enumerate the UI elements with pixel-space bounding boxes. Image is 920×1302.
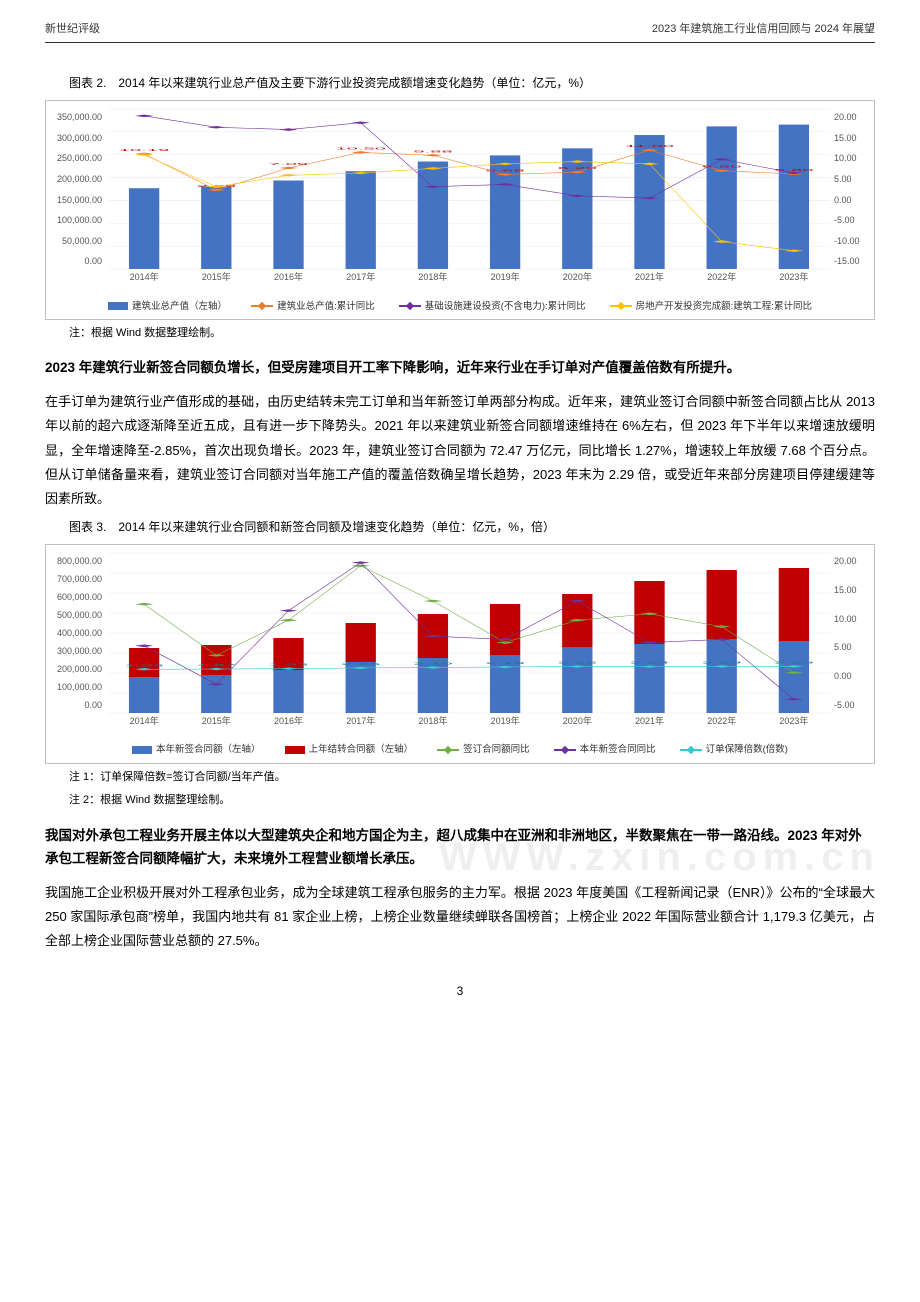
svg-text:2.26: 2.26 bbox=[558, 661, 597, 664]
chart2-plot-area: 350,000.00300,000.00250,000.00200,000.00… bbox=[50, 109, 870, 269]
svg-text:5.68: 5.68 bbox=[485, 170, 524, 173]
header-left: 新世纪评级 bbox=[45, 20, 100, 40]
svg-text:2.05: 2.05 bbox=[341, 663, 380, 666]
chart3-legend: 本年新签合同额（左轴）上年结转合同额（左轴）签订合同额同比本年新签合同同比订单保… bbox=[50, 737, 870, 758]
page-number: 3 bbox=[45, 981, 875, 1003]
svg-text:2.24: 2.24 bbox=[630, 662, 669, 665]
svg-text:1.83: 1.83 bbox=[124, 664, 163, 667]
chart3-box: 800,000.00700,000.00600,000.00500,000.00… bbox=[45, 544, 875, 763]
chart2-legend: 建筑业总产值（左轴）建筑业总产值:累计同比基础设施建设投资(不含电力):累计同比… bbox=[50, 294, 870, 315]
chart2-note: 注：根据 Wind 数据整理绘制。 bbox=[69, 324, 875, 344]
chart2-box: 350,000.00300,000.00250,000.00200,000.00… bbox=[45, 100, 875, 319]
svg-text:9.88: 9.88 bbox=[413, 150, 452, 153]
chart3-x-axis: 2014年2015年2016年2017年2018年2019年2020年2021年… bbox=[108, 713, 830, 729]
svg-text:2.29: 2.29 bbox=[774, 661, 813, 664]
heading-2: 我国对外承包工程业务开展主体以大型建筑央企和地方国企为主，超八成集中在亚洲和非洲… bbox=[45, 825, 875, 871]
heading-1: 2023 年建筑行业新签合同额负增长，但受房建项目开工率下降影响，近年来行业在手… bbox=[45, 357, 875, 380]
page-header: 新世纪评级 2023 年建筑施工行业信用回顾与 2024 年展望 bbox=[45, 20, 875, 43]
svg-text:10.50: 10.50 bbox=[335, 147, 386, 150]
svg-text:2.10: 2.10 bbox=[413, 662, 452, 665]
chart2-caption: 图表 2. 2014 年以来建筑行业总产值及主要下游行业投资完成额增速变化趋势（… bbox=[69, 73, 875, 95]
svg-text:10.19: 10.19 bbox=[119, 149, 170, 152]
svg-text:2.19: 2.19 bbox=[485, 662, 524, 665]
svg-text:1.93: 1.93 bbox=[269, 664, 308, 667]
header-right: 2023 年建筑施工行业信用回顾与 2024 年展望 bbox=[652, 20, 875, 40]
paragraph-2: 我国施工企业积极开展对外工程承包业务，成为全球建筑工程承包服务的主力军。根据 2… bbox=[45, 881, 875, 953]
svg-text:7.09: 7.09 bbox=[269, 163, 308, 166]
chart3-note1: 注 1：订单保障倍数=签订合同额/当年产值。 bbox=[69, 768, 875, 788]
svg-text:11.00: 11.00 bbox=[625, 145, 674, 148]
chart3-caption: 图表 3. 2014 年以来建筑行业合同额和新签合同额及增速变化趋势（单位：亿元… bbox=[69, 517, 875, 539]
chart3-note2: 注 2：根据 Wind 数据整理绘制。 bbox=[69, 791, 875, 811]
svg-text:1.87: 1.87 bbox=[197, 664, 236, 667]
svg-text:2.29: 2.29 bbox=[702, 661, 741, 664]
paragraph-1: 在手订单为建筑行业产值形成的基础，由历史结转未完工订单和当年新签订单两部分构成。… bbox=[45, 390, 875, 510]
chart3-plot-area: 800,000.00700,000.00600,000.00500,000.00… bbox=[50, 553, 870, 713]
svg-text:6.20: 6.20 bbox=[558, 167, 597, 170]
chart2-x-axis: 2014年2015年2016年2017年2018年2019年2020年2021年… bbox=[108, 269, 830, 285]
